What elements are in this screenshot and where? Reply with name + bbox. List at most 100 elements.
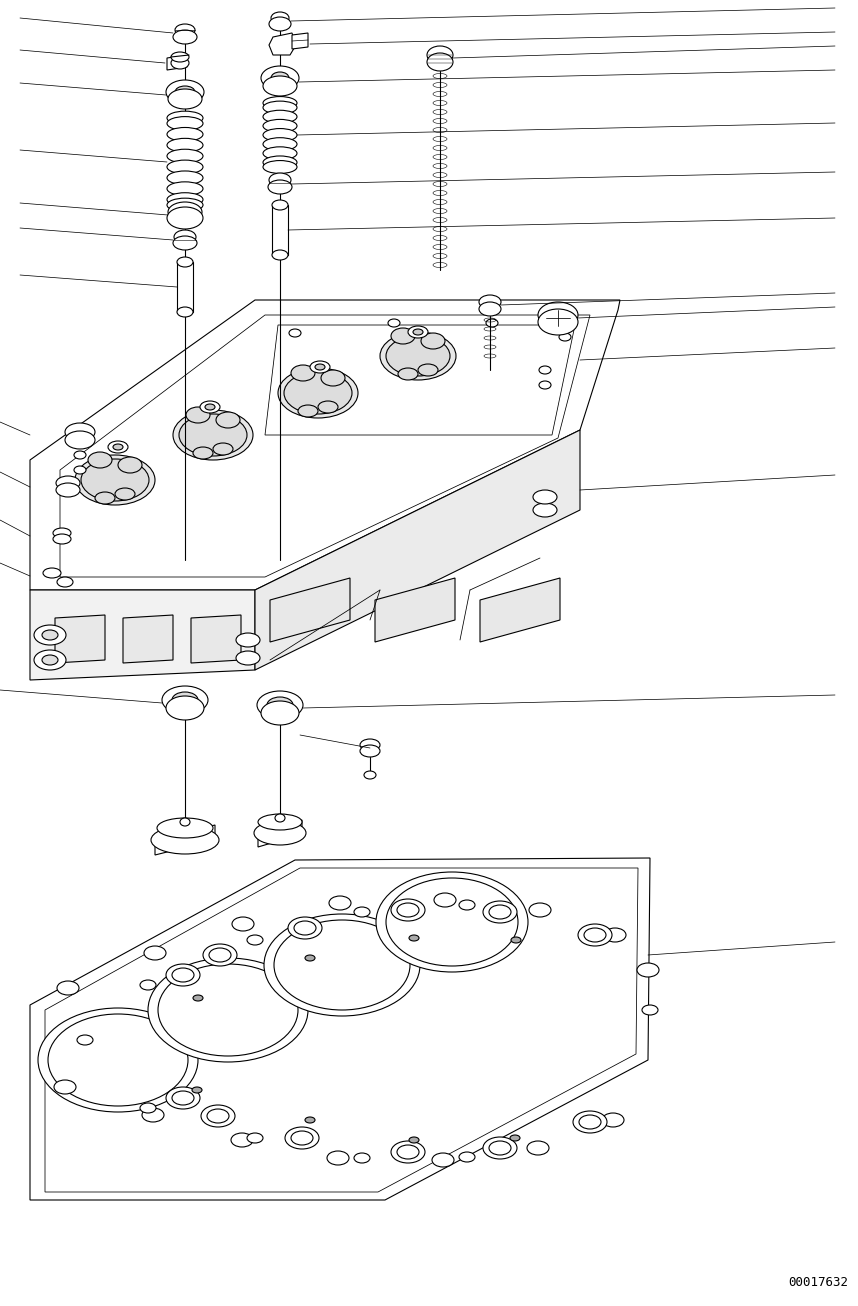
Ellipse shape xyxy=(263,76,297,97)
Ellipse shape xyxy=(604,929,626,942)
Ellipse shape xyxy=(172,968,194,982)
Ellipse shape xyxy=(418,364,438,376)
Ellipse shape xyxy=(65,431,95,449)
Ellipse shape xyxy=(232,917,254,931)
Ellipse shape xyxy=(261,67,299,90)
Ellipse shape xyxy=(113,444,123,451)
Ellipse shape xyxy=(171,52,189,61)
Ellipse shape xyxy=(579,1115,601,1128)
Ellipse shape xyxy=(142,1107,164,1122)
Ellipse shape xyxy=(34,650,66,670)
Ellipse shape xyxy=(539,381,551,389)
Polygon shape xyxy=(30,590,255,680)
Ellipse shape xyxy=(459,900,475,910)
Ellipse shape xyxy=(167,161,203,174)
Ellipse shape xyxy=(364,771,376,778)
Ellipse shape xyxy=(42,629,58,640)
Ellipse shape xyxy=(397,1145,419,1158)
Ellipse shape xyxy=(360,744,380,757)
Ellipse shape xyxy=(231,1134,253,1147)
Ellipse shape xyxy=(294,921,316,935)
Ellipse shape xyxy=(74,466,86,474)
Ellipse shape xyxy=(95,492,115,504)
Ellipse shape xyxy=(167,193,203,206)
Ellipse shape xyxy=(172,1091,194,1105)
Ellipse shape xyxy=(57,577,73,586)
Ellipse shape xyxy=(263,155,297,168)
Ellipse shape xyxy=(318,401,338,413)
Ellipse shape xyxy=(151,825,219,854)
Ellipse shape xyxy=(203,944,237,966)
Ellipse shape xyxy=(172,692,198,708)
Polygon shape xyxy=(272,205,288,255)
Ellipse shape xyxy=(263,146,297,159)
Ellipse shape xyxy=(329,896,351,910)
Ellipse shape xyxy=(479,302,501,316)
Ellipse shape xyxy=(432,1153,454,1168)
Ellipse shape xyxy=(108,441,128,453)
Ellipse shape xyxy=(157,818,213,838)
Ellipse shape xyxy=(81,458,149,502)
Ellipse shape xyxy=(216,411,240,428)
Ellipse shape xyxy=(271,72,289,84)
Ellipse shape xyxy=(291,364,315,381)
Ellipse shape xyxy=(179,414,247,456)
Ellipse shape xyxy=(533,503,557,517)
Ellipse shape xyxy=(489,1141,511,1155)
Polygon shape xyxy=(191,615,241,663)
Ellipse shape xyxy=(261,701,299,725)
Ellipse shape xyxy=(642,1006,658,1015)
Ellipse shape xyxy=(315,364,325,370)
Ellipse shape xyxy=(386,336,450,376)
Ellipse shape xyxy=(427,54,453,71)
Ellipse shape xyxy=(380,332,456,380)
Ellipse shape xyxy=(263,119,297,132)
Ellipse shape xyxy=(167,206,203,229)
Ellipse shape xyxy=(43,568,61,579)
Ellipse shape xyxy=(289,329,301,337)
Ellipse shape xyxy=(427,46,453,64)
Ellipse shape xyxy=(409,1138,419,1143)
Ellipse shape xyxy=(167,149,203,163)
Ellipse shape xyxy=(413,329,423,336)
Ellipse shape xyxy=(205,404,215,410)
Ellipse shape xyxy=(376,872,528,972)
Ellipse shape xyxy=(511,936,521,943)
Ellipse shape xyxy=(57,981,79,995)
Ellipse shape xyxy=(391,899,425,921)
Ellipse shape xyxy=(269,17,291,31)
Ellipse shape xyxy=(247,935,263,946)
Ellipse shape xyxy=(310,360,330,374)
Ellipse shape xyxy=(88,452,112,468)
Polygon shape xyxy=(155,825,215,855)
Ellipse shape xyxy=(263,128,297,141)
Ellipse shape xyxy=(254,821,306,845)
Ellipse shape xyxy=(263,137,297,150)
Ellipse shape xyxy=(213,443,233,454)
Ellipse shape xyxy=(637,963,659,977)
Ellipse shape xyxy=(180,818,190,825)
Ellipse shape xyxy=(186,407,210,423)
Ellipse shape xyxy=(192,1087,202,1093)
Polygon shape xyxy=(167,55,187,71)
Ellipse shape xyxy=(140,980,156,990)
Ellipse shape xyxy=(305,955,315,961)
Ellipse shape xyxy=(538,310,578,336)
Ellipse shape xyxy=(56,475,80,490)
Ellipse shape xyxy=(285,1127,319,1149)
Ellipse shape xyxy=(397,902,419,917)
Polygon shape xyxy=(30,858,650,1200)
Ellipse shape xyxy=(65,423,95,441)
Ellipse shape xyxy=(167,111,203,125)
Ellipse shape xyxy=(483,1138,517,1158)
Ellipse shape xyxy=(533,490,557,504)
Ellipse shape xyxy=(573,1111,607,1134)
Ellipse shape xyxy=(272,249,288,260)
Ellipse shape xyxy=(54,1080,76,1094)
Ellipse shape xyxy=(167,182,203,196)
Ellipse shape xyxy=(269,172,291,187)
Ellipse shape xyxy=(264,914,420,1016)
Polygon shape xyxy=(30,300,620,590)
Ellipse shape xyxy=(559,333,571,341)
Ellipse shape xyxy=(391,328,415,343)
